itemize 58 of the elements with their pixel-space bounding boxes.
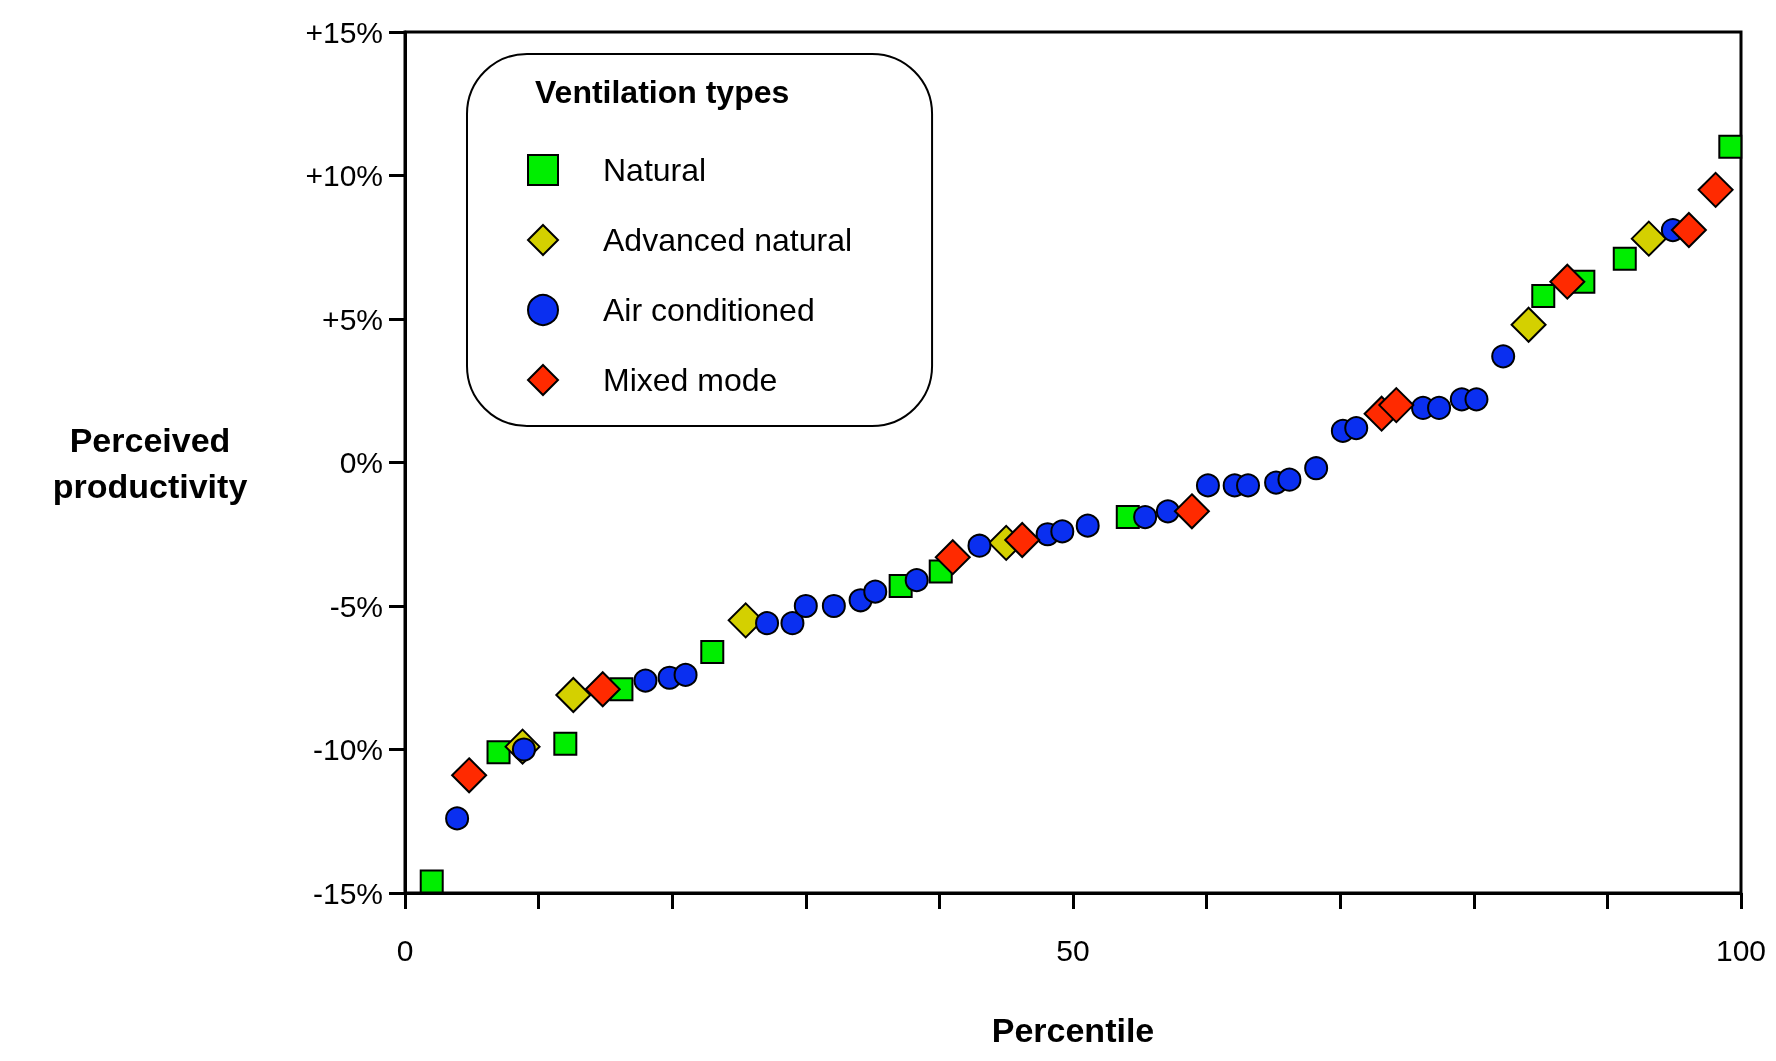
point — [486, 740, 511, 765]
y-tick-label: +5% — [322, 302, 383, 336]
point — [419, 869, 444, 894]
point — [553, 731, 578, 756]
point — [1075, 513, 1100, 538]
point — [904, 568, 929, 593]
point — [1491, 344, 1516, 369]
point — [1277, 467, 1302, 492]
point — [1304, 456, 1329, 481]
point — [673, 662, 698, 687]
point — [780, 611, 805, 636]
y-tick-label: 0% — [339, 446, 383, 479]
point — [755, 611, 780, 636]
point — [1133, 505, 1158, 530]
point — [1173, 493, 1210, 530]
y-tick-label: -15% — [312, 876, 383, 910]
point — [1464, 387, 1489, 412]
point — [821, 594, 846, 618]
point — [1612, 246, 1637, 271]
point — [863, 579, 888, 604]
point — [1531, 284, 1556, 309]
point — [700, 639, 725, 664]
point — [1630, 220, 1667, 257]
point — [633, 668, 658, 693]
point — [584, 671, 621, 708]
legend-label: Mixed mode — [603, 362, 778, 398]
point — [1155, 499, 1180, 524]
legend-label: Air conditioned — [603, 292, 815, 328]
point — [1427, 395, 1452, 420]
point — [1344, 416, 1369, 441]
x-tick-label: 50 — [1056, 933, 1090, 967]
point — [1050, 519, 1075, 544]
point — [451, 757, 488, 794]
y-tick-label: -10% — [312, 733, 383, 766]
legend-title: Ventilation types — [535, 74, 790, 110]
point — [1718, 134, 1743, 159]
point — [967, 533, 992, 558]
x-axis-title: Percentile — [991, 1011, 1155, 1049]
point — [1236, 473, 1261, 498]
y-tick-label: +10% — [305, 159, 383, 192]
point — [793, 594, 818, 618]
point — [1510, 306, 1547, 343]
point — [1004, 521, 1041, 558]
point — [1549, 263, 1586, 300]
y-tick-label: +15% — [305, 15, 383, 49]
legend-label: Advanced natural — [603, 222, 853, 258]
legend-label: Natural — [603, 152, 707, 188]
y-axis-title: Perceived productivity — [52, 420, 248, 505]
point — [1378, 387, 1415, 424]
point — [934, 539, 971, 576]
x-tick-label: 0 — [396, 933, 414, 967]
point — [1670, 212, 1707, 249]
point — [445, 806, 470, 831]
y-tick-label: -5% — [329, 589, 383, 623]
point — [555, 676, 592, 713]
point — [1697, 171, 1734, 208]
point — [1195, 473, 1220, 498]
x-tick-label: 100 — [1715, 933, 1767, 967]
